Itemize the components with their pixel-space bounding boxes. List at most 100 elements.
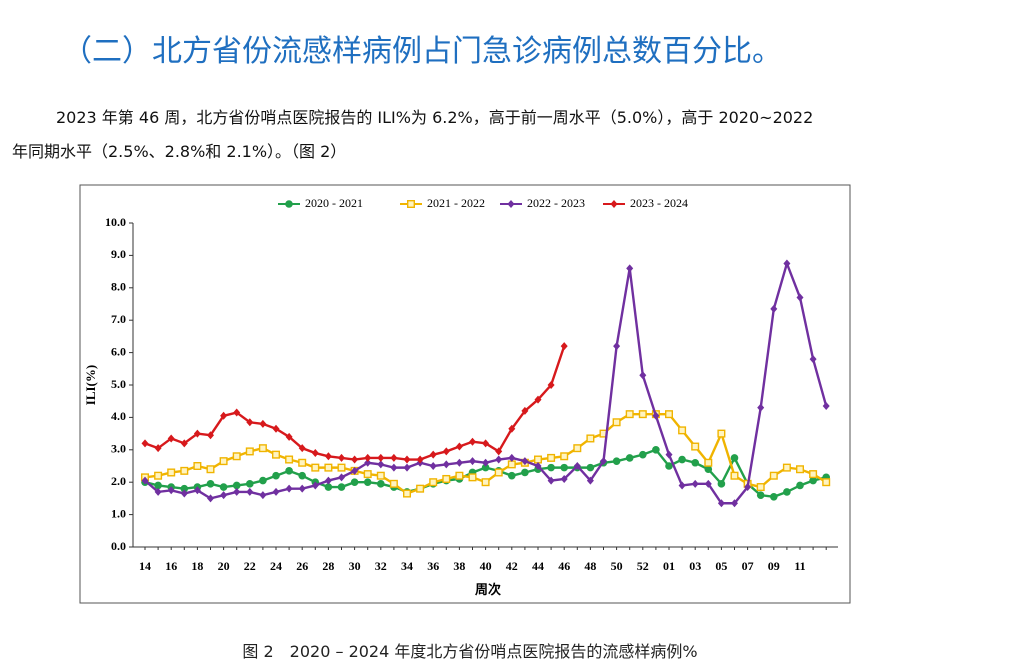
point	[258, 444, 267, 453]
point	[560, 463, 568, 472]
point	[508, 453, 516, 462]
y-tick-label: 1.0	[111, 506, 126, 520]
figure-caption: 图 2 2020 – 2024 年度北方省份哨点医院报告的流感样病例%	[242, 642, 698, 661]
point	[482, 458, 490, 467]
point	[731, 499, 738, 508]
point	[534, 462, 542, 470]
point	[507, 460, 516, 469]
y-tick-label: 4.0	[111, 409, 126, 423]
x-tick-label: 09	[768, 559, 780, 573]
point	[193, 429, 201, 438]
point	[324, 452, 332, 461]
x-tick-label: 48	[584, 559, 596, 573]
y-tick-label: 9.0	[111, 247, 126, 261]
point	[285, 455, 294, 464]
point	[390, 463, 398, 472]
series-line	[144, 448, 827, 499]
point	[141, 476, 149, 485]
point	[796, 293, 804, 302]
point	[469, 457, 476, 466]
point	[285, 432, 293, 441]
point	[311, 481, 319, 490]
point	[521, 468, 529, 477]
point	[220, 411, 228, 420]
point	[363, 478, 372, 487]
point	[508, 471, 516, 480]
point	[324, 476, 332, 485]
point	[272, 450, 281, 459]
point	[600, 457, 607, 466]
point	[717, 499, 725, 508]
point	[285, 467, 293, 475]
point	[272, 424, 280, 433]
point	[403, 455, 411, 464]
x-tick-label: 14	[139, 559, 151, 573]
point	[390, 453, 398, 462]
point	[730, 454, 739, 462]
point	[285, 484, 293, 493]
point	[717, 429, 726, 438]
point	[704, 458, 713, 467]
point	[167, 434, 175, 443]
point	[220, 491, 228, 500]
point	[573, 462, 581, 470]
series-line	[144, 345, 566, 461]
legend-label: 2021 - 2022	[427, 196, 485, 210]
point	[259, 419, 267, 428]
point	[389, 479, 398, 488]
x-tick-label: 30	[349, 559, 361, 573]
point	[351, 455, 359, 464]
point	[691, 458, 699, 467]
point	[337, 483, 346, 491]
point	[154, 471, 163, 480]
point	[206, 465, 215, 474]
point	[324, 463, 333, 472]
point	[407, 199, 416, 208]
y-tick-label: 7.0	[111, 312, 126, 326]
point	[560, 452, 569, 461]
point	[481, 478, 490, 487]
point	[376, 471, 385, 480]
x-tick-label: 05	[715, 559, 727, 573]
point	[206, 480, 215, 488]
point	[494, 468, 503, 477]
y-tick-label: 8.0	[111, 280, 126, 294]
point	[547, 463, 555, 472]
point	[717, 480, 726, 488]
point	[338, 453, 345, 462]
paragraph-line: 年同期水平（2.5%、2.8%和 2.1%）。（图 2）	[12, 142, 347, 161]
point	[207, 431, 214, 440]
point	[652, 411, 660, 420]
point	[534, 395, 542, 404]
point	[744, 483, 752, 492]
x-tick-label: 26	[296, 559, 308, 573]
point	[416, 484, 425, 493]
y-tick-label: 3.0	[111, 442, 126, 456]
point	[180, 439, 188, 448]
point	[219, 483, 228, 491]
x-tick-label: 32	[375, 559, 387, 573]
y-tick-label: 10.0	[105, 215, 126, 229]
point	[665, 450, 673, 459]
point	[560, 342, 568, 351]
point	[455, 471, 464, 480]
point	[259, 491, 267, 500]
point	[311, 463, 320, 472]
point	[233, 408, 241, 417]
point	[495, 455, 503, 464]
point	[610, 200, 618, 208]
point	[442, 474, 451, 483]
y-axis-label: ILI(%)	[83, 365, 98, 405]
point	[586, 476, 594, 485]
point	[429, 478, 438, 487]
point	[547, 453, 556, 462]
point	[469, 437, 476, 446]
point	[442, 447, 450, 456]
point	[245, 447, 254, 456]
point	[809, 476, 817, 485]
point	[455, 442, 463, 451]
x-tick-label: 20	[218, 559, 230, 573]
point	[612, 457, 621, 465]
point	[704, 479, 712, 488]
